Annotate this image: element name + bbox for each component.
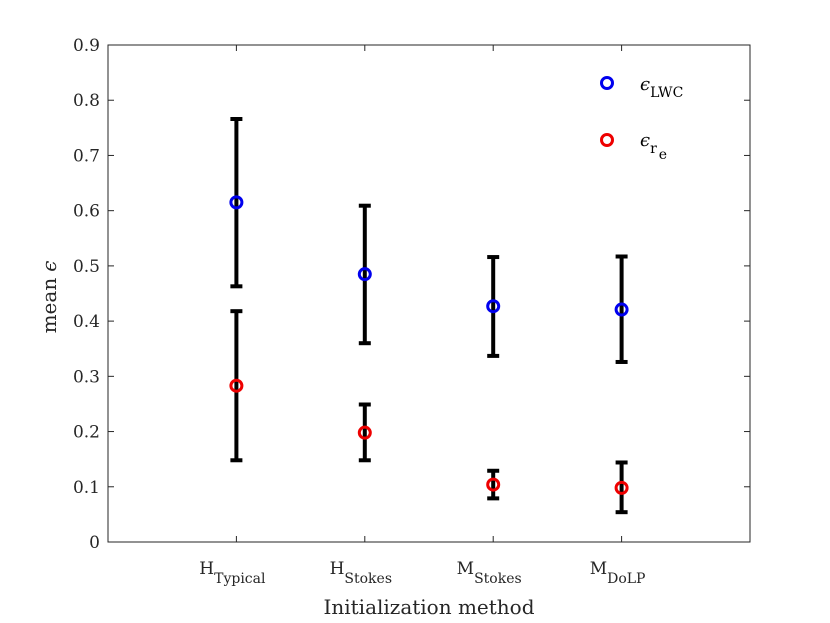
y-axis-title-main: mean [37, 278, 61, 334]
data-point [229, 378, 244, 393]
data-point [614, 302, 629, 317]
y-axis: 0 0.1 0.2 0.3 0.4 0.5 0.6 0.7 0.8 0.9 [73, 36, 750, 553]
y-tick-label: 0.9 [73, 36, 100, 56]
y-tick-label: 0.8 [73, 91, 100, 111]
data-point [486, 477, 501, 492]
x-tick-label: MDoLP [590, 559, 646, 587]
x-tick-label: HTypical [199, 559, 266, 587]
data-markers [229, 195, 629, 495]
legend-marker-lwc [600, 76, 614, 90]
plot-area-border [107, 44, 751, 543]
y-tick-label: 0.1 [73, 478, 100, 498]
y-tick-label: 0.3 [73, 367, 100, 387]
x-tick-label: MStokes [457, 559, 522, 587]
legend-label-lwc: ϵLWC [640, 74, 683, 101]
legend-marker-re [600, 133, 614, 147]
error-bars [230, 116, 628, 515]
legend: ϵLWC ϵr e [600, 74, 683, 163]
data-point [229, 195, 244, 210]
x-axis-title: Initialization method [323, 595, 534, 619]
data-point [357, 425, 372, 440]
x-tick-label: HStokes [330, 559, 392, 587]
x-axis: HTypical HStokes MStokes MDoLP [199, 45, 645, 587]
y-tick-label: 0.4 [73, 312, 100, 332]
y-tick-label: 0.6 [73, 202, 100, 222]
y-tick-label: 0.5 [73, 257, 100, 277]
y-tick-label: 0.2 [73, 423, 100, 443]
data-point [357, 267, 372, 282]
y-axis-title: mean ϵ [37, 261, 61, 334]
plot-frame [107, 44, 751, 543]
legend-label-re: ϵr e [640, 130, 667, 163]
y-axis-title-symbol: ϵ [37, 261, 61, 272]
data-point [614, 480, 629, 495]
y-tick-label: 0 [89, 533, 100, 553]
data-point [486, 299, 501, 314]
y-tick-label: 0.7 [73, 146, 100, 166]
